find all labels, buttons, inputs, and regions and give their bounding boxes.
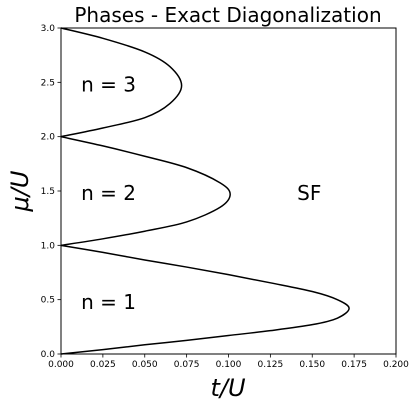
x-tick-label: 0.200 [383, 360, 409, 370]
x-tick-label: 0.100 [216, 360, 242, 370]
mott-lobe-label: n = 2 [81, 181, 136, 205]
y-tick-label: 2.5 [41, 78, 55, 88]
mott-lobe-label: n = 3 [81, 73, 136, 97]
x-tick-label: 0.025 [90, 360, 116, 370]
x-tick-label: 0.000 [48, 360, 74, 370]
mott-lobe-boundary-1 [60, 244, 350, 355]
mott-lobe-label: n = 1 [81, 290, 136, 314]
region-labels: n = 1 n = 2 n = 3 SF [81, 73, 321, 314]
y-tick-label: 3.0 [41, 24, 56, 34]
y-axis-label: μ/U [6, 170, 34, 212]
chart-title: Phases - Exact Diagonalization [74, 3, 381, 27]
y-axis-ticks: 0.0 0.5 1.0 1.5 2.0 2.5 3.0 [41, 24, 61, 360]
x-axis-label: t/U [210, 374, 245, 402]
x-axis-ticks: 0.000 0.025 0.050 0.075 0.100 0.125 0.150 0.175… [48, 354, 409, 370]
mott-lobe-boundary-2 [60, 135, 231, 247]
y-tick-label: 2.0 [41, 133, 56, 143]
x-tick-label: 0.175 [341, 360, 367, 370]
x-tick-label: 0.050 [132, 360, 158, 370]
y-tick-label: 0.5 [41, 296, 55, 306]
x-tick-label: 0.075 [174, 360, 200, 370]
x-tick-label: 0.125 [257, 360, 283, 370]
mott-lobe-boundary-3 [60, 27, 183, 138]
x-tick-label: 0.150 [299, 360, 325, 370]
y-tick-label: 1.0 [41, 241, 56, 251]
plot-area [60, 27, 350, 355]
y-tick-label: 0.0 [41, 350, 56, 360]
y-tick-label: 1.5 [41, 187, 55, 197]
superfluid-label: SF [297, 181, 321, 205]
